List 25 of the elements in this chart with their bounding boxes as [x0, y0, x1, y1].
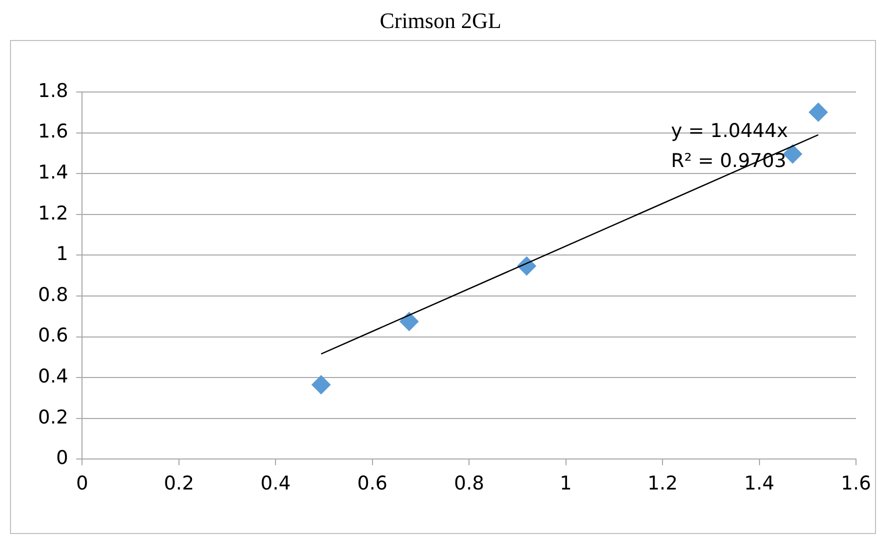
x-tick-label: 0.2	[164, 472, 194, 495]
x-tick-label: 0.6	[357, 472, 388, 495]
y-tick-label: 1.4	[38, 162, 68, 184]
x-tick-label: 1.4	[744, 472, 774, 495]
y-tick-label: 0.6	[38, 324, 68, 347]
y-tick-label: 0.2	[38, 406, 68, 428]
y-tick-label: 0	[56, 447, 68, 470]
x-tick-label: 0	[76, 472, 88, 495]
y-tick-label: 0.4	[38, 366, 68, 388]
x-tick-label: 0.4	[260, 472, 291, 495]
y-tick-label: 1.2	[38, 202, 68, 224]
chart-title: Crimson 2GL	[378, 8, 502, 34]
point	[400, 312, 419, 331]
point	[808, 102, 828, 122]
y-tick-label: 0.8	[38, 284, 68, 306]
x-tick-label: 1.2	[647, 472, 678, 495]
y-tick-label: 1	[56, 243, 68, 266]
x-tick-label: 1.6	[840, 472, 872, 495]
x-tick-label: 1	[560, 472, 572, 495]
x-tick-label: 0.8	[454, 472, 484, 495]
y-tick-label: 1.6	[38, 120, 68, 143]
point	[783, 144, 802, 164]
y-tick-label: 1.8	[38, 80, 68, 102]
annotation: y = 1.0444x	[671, 120, 788, 142]
point	[312, 375, 331, 394]
